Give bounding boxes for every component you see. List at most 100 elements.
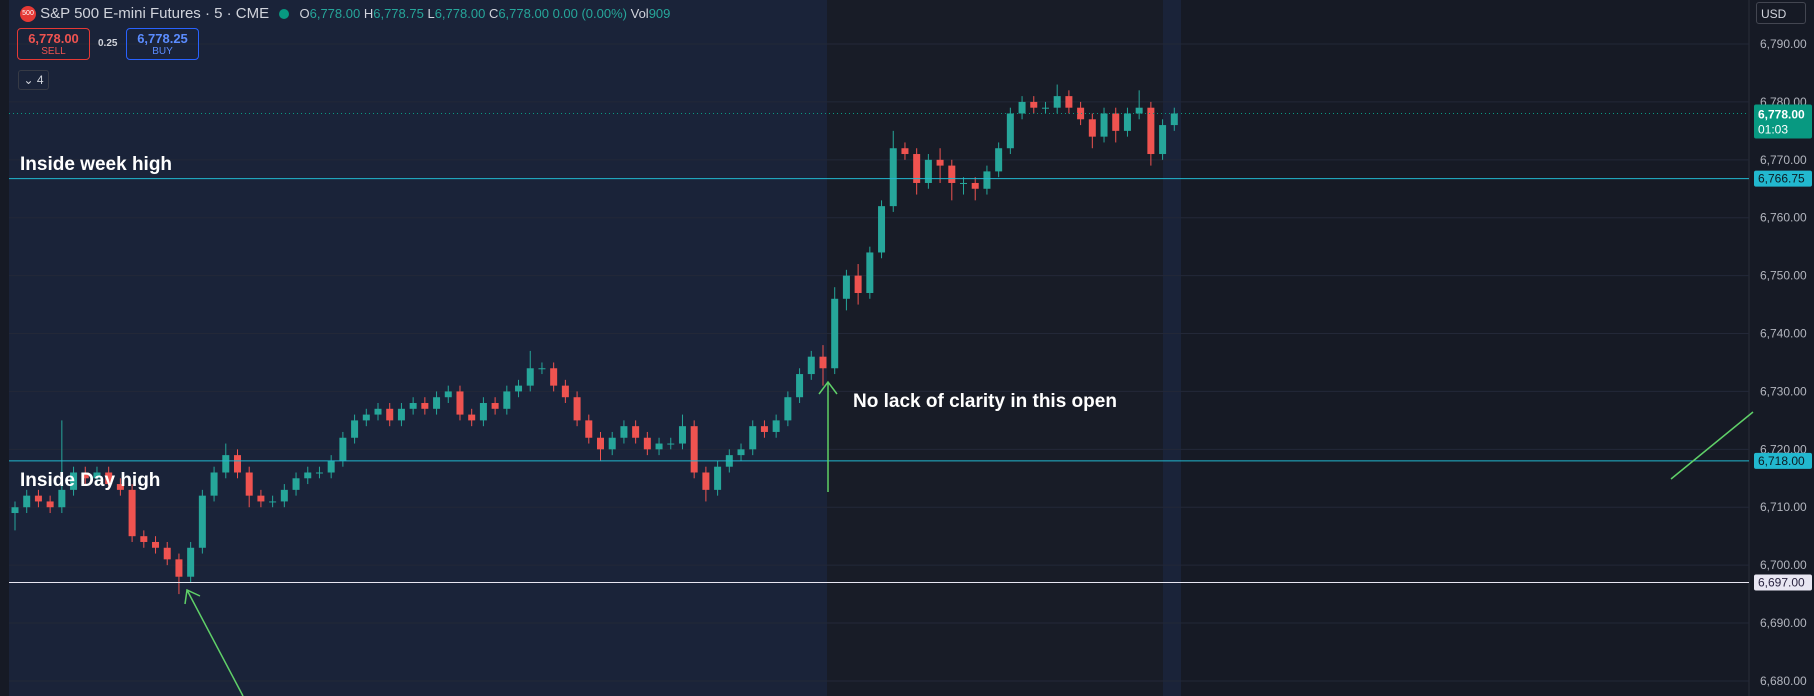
y-tick-label: 6,740.00 [1760,327,1807,341]
candle-body [702,472,710,490]
candle-body [784,397,792,421]
candle-body [175,559,183,577]
candle-body [163,547,171,560]
candle-body [433,397,441,409]
candle-body [421,403,429,409]
candle-body [538,368,546,370]
candle-body [23,495,31,508]
candle-body [58,489,66,508]
candle-body [1170,113,1178,126]
buy-price: 6,778.25 [137,31,188,46]
sell-price: 6,778.00 [28,31,79,46]
candle-body [46,501,54,508]
price-tag-label: 6,766.75 [1758,172,1805,186]
candle-body [128,489,136,537]
candle-body [116,484,124,490]
candle-body [913,154,921,183]
candle-body [995,148,1003,172]
candle-body [479,403,487,421]
candle-body [1018,101,1026,114]
candle-body [714,466,722,490]
candle-body [456,391,464,415]
candle-body [491,403,499,409]
candle-body [152,541,160,548]
candle-body [280,489,288,502]
y-tick-label: 6,690.00 [1760,616,1807,630]
candle-body [11,507,19,514]
arrow-head [184,588,201,605]
candle-body [936,159,944,166]
y-tick-label: 6,680.00 [1760,674,1807,688]
candle-body [866,252,874,293]
last-price-label: 6,778.00 [1758,107,1805,121]
candle-body [515,385,523,392]
ohlc-value: 6,778.00 [434,6,486,21]
candle-body [187,547,195,577]
candle-body [760,426,768,432]
ohlc-key: O [299,6,310,21]
candle-body [1077,107,1085,120]
ohlc-value: 6,778.00 [498,6,549,21]
y-tick-label: 6,790.00 [1760,37,1807,51]
candle-body [971,182,979,189]
countdown: 01:03 [1758,122,1788,136]
candle-body [807,356,815,375]
ohlc-value: 6,778.00 [309,6,361,21]
ohlc-key: C [488,6,499,21]
price-tag [1754,574,1812,591]
candle-body [960,182,968,184]
candle-body [468,414,476,421]
last-price-tag [1754,104,1812,139]
candle-body [842,275,850,299]
candle-body [561,385,569,398]
sell-button[interactable]: 6,778.00 SELL [17,28,90,60]
y-tick-label: 6,720.00 [1760,442,1807,456]
candle-body [1006,113,1014,149]
symbol[interactable]: S&P 500 E-mini Futures · 5 · CME [40,5,270,22]
y-tick-label: 6,750.00 [1760,269,1807,283]
candle-body [526,368,534,386]
candle-body [304,472,312,479]
candle-body [1030,101,1038,108]
status-dot [279,9,290,20]
candle-body [573,397,581,421]
candle-body [257,495,265,502]
candle-body [315,472,323,474]
session-shade [9,0,827,696]
candle-body [749,426,757,450]
candle-body [210,472,218,496]
candle-body [983,171,991,189]
candle-body [351,420,359,438]
candle-body [597,437,604,450]
vol-key: Vol [630,6,649,21]
symbol-row: 500 S&P 500 E-mini Futures · 5 · CME O6,… [20,5,671,23]
candle-body [1159,125,1167,155]
price-tag-label: 6,697.00 [1758,576,1805,590]
indicator-toggle[interactable]: ⌄ 4 [18,70,49,90]
candle-body [1135,107,1143,114]
candle-body [1053,96,1061,108]
candle-body [608,437,616,450]
candle-body [93,472,101,479]
candle-body [737,449,745,456]
ohlc-key: H [363,6,374,21]
buy-button[interactable]: 6,778.25 BUY [126,28,199,60]
spread: 0.25 [98,38,118,49]
trend-line [1670,411,1754,480]
candle-body [292,478,300,490]
currency-select[interactable]: USD [1756,2,1806,24]
candle-body [233,455,241,473]
annotation: Inside Day high [20,470,160,491]
vol-value: 909 [648,6,671,21]
candle-body [796,374,804,398]
candle-body [222,455,230,473]
candle-body [1147,107,1155,155]
candle-body [948,165,956,183]
candle-body [667,443,675,445]
candle-body [198,495,206,548]
candle-body [690,426,698,473]
buy-label: BUY [152,46,173,57]
drawings [184,380,1754,696]
